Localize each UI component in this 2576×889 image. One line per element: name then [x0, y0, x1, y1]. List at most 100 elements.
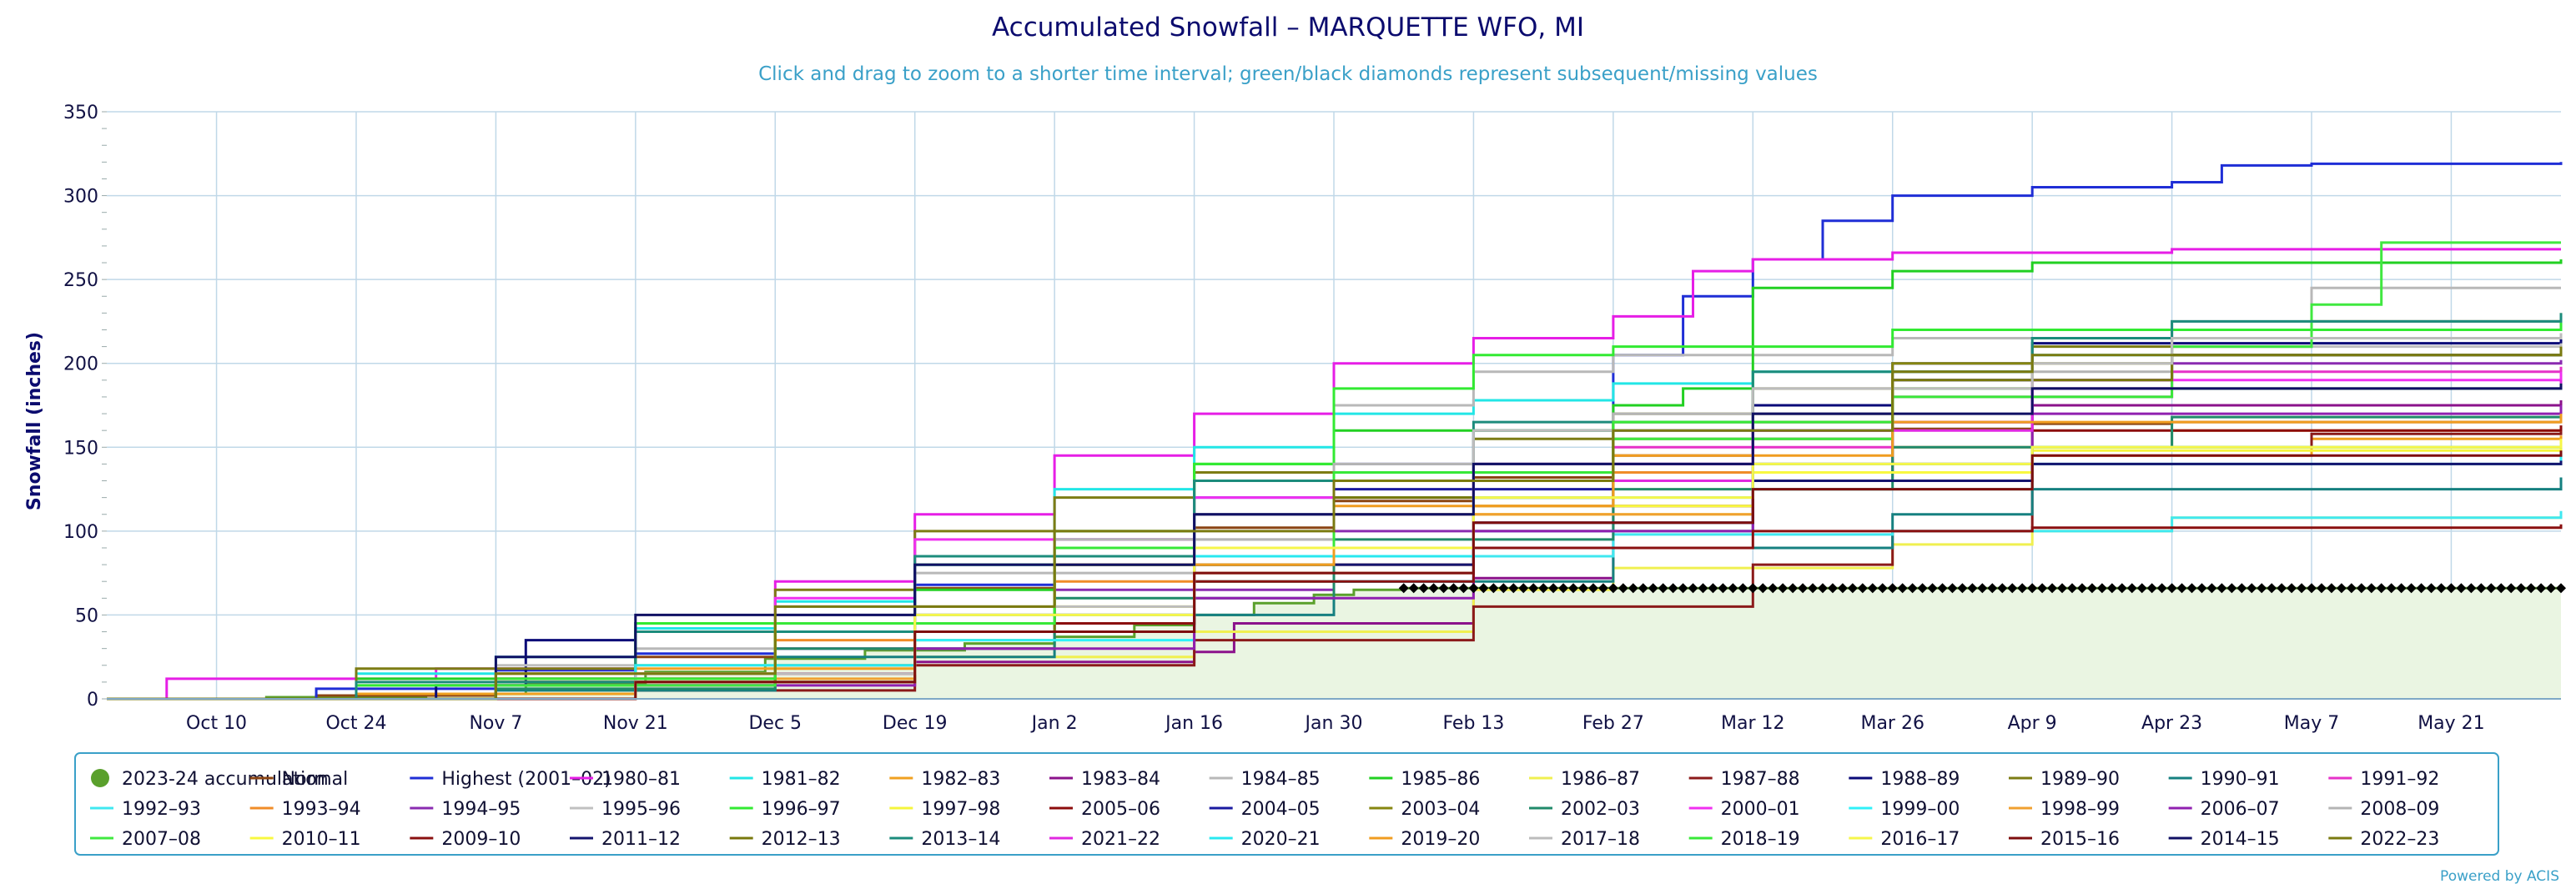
y-tick-label: 250 — [63, 270, 98, 291]
legend-item[interactable]: 1994–95 — [410, 799, 521, 820]
legend-item[interactable]: 2004–05 — [1209, 799, 1321, 820]
missing-value-diamond — [1887, 583, 1898, 594]
legend-label: 1985–86 — [1401, 769, 1480, 790]
missing-value-diamond — [2277, 583, 2287, 594]
legend-label: 2022–23 — [2360, 829, 2439, 850]
legend-item[interactable]: 1991–92 — [2328, 769, 2439, 790]
missing-value-diamond — [2096, 583, 2107, 594]
missing-value-diamond — [2017, 583, 2028, 594]
legend-item[interactable]: 1980–81 — [570, 769, 681, 790]
missing-value-diamond — [1438, 583, 1449, 594]
legend-item[interactable]: 1985–86 — [1369, 769, 1480, 790]
missing-value-diamond — [2556, 583, 2566, 594]
missing-value-diamond — [2307, 583, 2317, 594]
missing-value-diamond — [1538, 583, 1549, 594]
legend-label: 2019–20 — [1401, 829, 1480, 850]
legend-item[interactable]: 1992–93 — [90, 799, 201, 820]
legend-item[interactable]: 2014–15 — [2168, 829, 2280, 850]
series-line — [107, 450, 2563, 701]
legend-item[interactable]: 2013–14 — [889, 829, 1000, 850]
legend-item[interactable]: 1995–96 — [570, 799, 681, 820]
legend-label: 2007–08 — [122, 829, 201, 850]
x-tick-label: Feb 13 — [1442, 713, 1504, 734]
y-tick-label: 100 — [63, 522, 98, 543]
missing-value-diamond — [2536, 583, 2547, 594]
legend-item[interactable]: 2007–08 — [90, 829, 201, 850]
legend-item[interactable]: 2018–19 — [1688, 829, 1800, 850]
legend-item[interactable]: 2019–20 — [1369, 829, 1480, 850]
legend-label: 1995–96 — [601, 799, 681, 820]
series-line — [107, 349, 2563, 701]
legend-item[interactable]: 2015–16 — [2009, 829, 2120, 850]
series-lines-layer — [107, 162, 2563, 701]
legend-item[interactable]: 1987–88 — [1688, 769, 1800, 790]
x-tick-label: Mar 26 — [1860, 713, 1924, 734]
legend-item[interactable]: 1997–98 — [889, 799, 1000, 820]
missing-value-diamond — [2257, 583, 2267, 594]
legend-label: 1982–83 — [921, 769, 1000, 790]
legend-item[interactable]: 2020–21 — [1209, 829, 1321, 850]
missing-value-diamond — [2366, 583, 2377, 594]
x-tick-label: Nov 7 — [469, 713, 522, 734]
legend-item[interactable]: 2021–22 — [1049, 829, 1160, 850]
legend-label: 1989–90 — [2040, 769, 2120, 790]
missing-value-diamond — [1558, 583, 1569, 594]
legend-item[interactable]: 2002–03 — [1529, 799, 1640, 820]
legend-item[interactable]: 1981–82 — [729, 769, 841, 790]
x-tick-label: Apr 23 — [2141, 713, 2202, 734]
missing-value-diamond — [2396, 583, 2407, 594]
legend-label: 2006–07 — [2201, 799, 2280, 820]
legend-item[interactable]: 2010–11 — [249, 829, 361, 850]
legend-item[interactable]: 2023-24 accumulation — [91, 769, 329, 790]
legend-label: 1992–93 — [122, 799, 201, 820]
missing-value-diamond — [1428, 583, 1439, 594]
legend-item[interactable]: 2003–04 — [1369, 799, 1480, 820]
missing-value-diamond — [1638, 583, 1648, 594]
x-tick-label: Jan 30 — [1304, 713, 1363, 734]
legend-item[interactable]: 2009–10 — [410, 829, 521, 850]
missing-value-diamond — [1957, 583, 1968, 594]
legend-item[interactable]: 2017–18 — [1529, 829, 1640, 850]
legend-item[interactable]: 1996–97 — [729, 799, 841, 820]
legend-item[interactable]: 2005–06 — [1049, 799, 1160, 820]
credit-link[interactable]: Powered by ACIS — [2440, 868, 2559, 885]
missing-value-diamond — [1548, 583, 1559, 594]
legend-item[interactable]: 2012–13 — [729, 829, 841, 850]
legend-item[interactable]: 2011–12 — [570, 829, 681, 850]
missing-value-diamond — [1607, 583, 1618, 594]
x-tick-label: Nov 21 — [603, 713, 668, 734]
legend-item[interactable]: 1989–90 — [2009, 769, 2120, 790]
missing-value-diamond — [2057, 583, 2068, 594]
legend-label: 2010–11 — [282, 829, 361, 850]
legend-item[interactable]: 1999–00 — [1849, 799, 1960, 820]
missing-value-diamond — [2037, 583, 2048, 594]
legend-item[interactable]: 1988–89 — [1849, 769, 1960, 790]
legend-item[interactable]: 1998–99 — [2009, 799, 2120, 820]
legend-item[interactable]: 1990–91 — [2168, 769, 2280, 790]
legend-label: 2017–18 — [1561, 829, 1640, 850]
legend-item[interactable]: 1986–87 — [1529, 769, 1640, 790]
legend-label: 2018–19 — [1721, 829, 1800, 850]
legend-item[interactable]: 2006–07 — [2168, 799, 2280, 820]
missing-value-diamond — [1678, 583, 1688, 594]
missing-value-diamond — [1907, 583, 1918, 594]
missing-value-diamond — [2356, 583, 2367, 594]
legend-item[interactable]: 1982–83 — [889, 769, 1000, 790]
missing-value-diamond — [1648, 583, 1658, 594]
missing-value-diamond — [1937, 583, 1948, 594]
legend-item[interactable]: 1993–94 — [249, 799, 361, 820]
missing-value-diamond — [2216, 583, 2227, 594]
missing-value-diamond — [1927, 583, 1938, 594]
legend-item[interactable]: 1984–85 — [1209, 769, 1321, 790]
legend-item[interactable]: 2022–23 — [2328, 829, 2439, 850]
legend-item[interactable]: 1983–84 — [1049, 769, 1160, 790]
legend-item[interactable]: 2008–09 — [2328, 799, 2439, 820]
x-tick-label: Mar 12 — [1721, 713, 1785, 734]
x-tick-label: Jan 2 — [1030, 713, 1078, 734]
legend-item[interactable]: Normal — [249, 769, 349, 790]
x-tick-label: Dec 19 — [883, 713, 948, 734]
legend-item[interactable]: 2000–01 — [1688, 799, 1800, 820]
missing-value-diamond — [1468, 583, 1479, 594]
legend-item[interactable]: 2016–17 — [1849, 829, 1960, 850]
